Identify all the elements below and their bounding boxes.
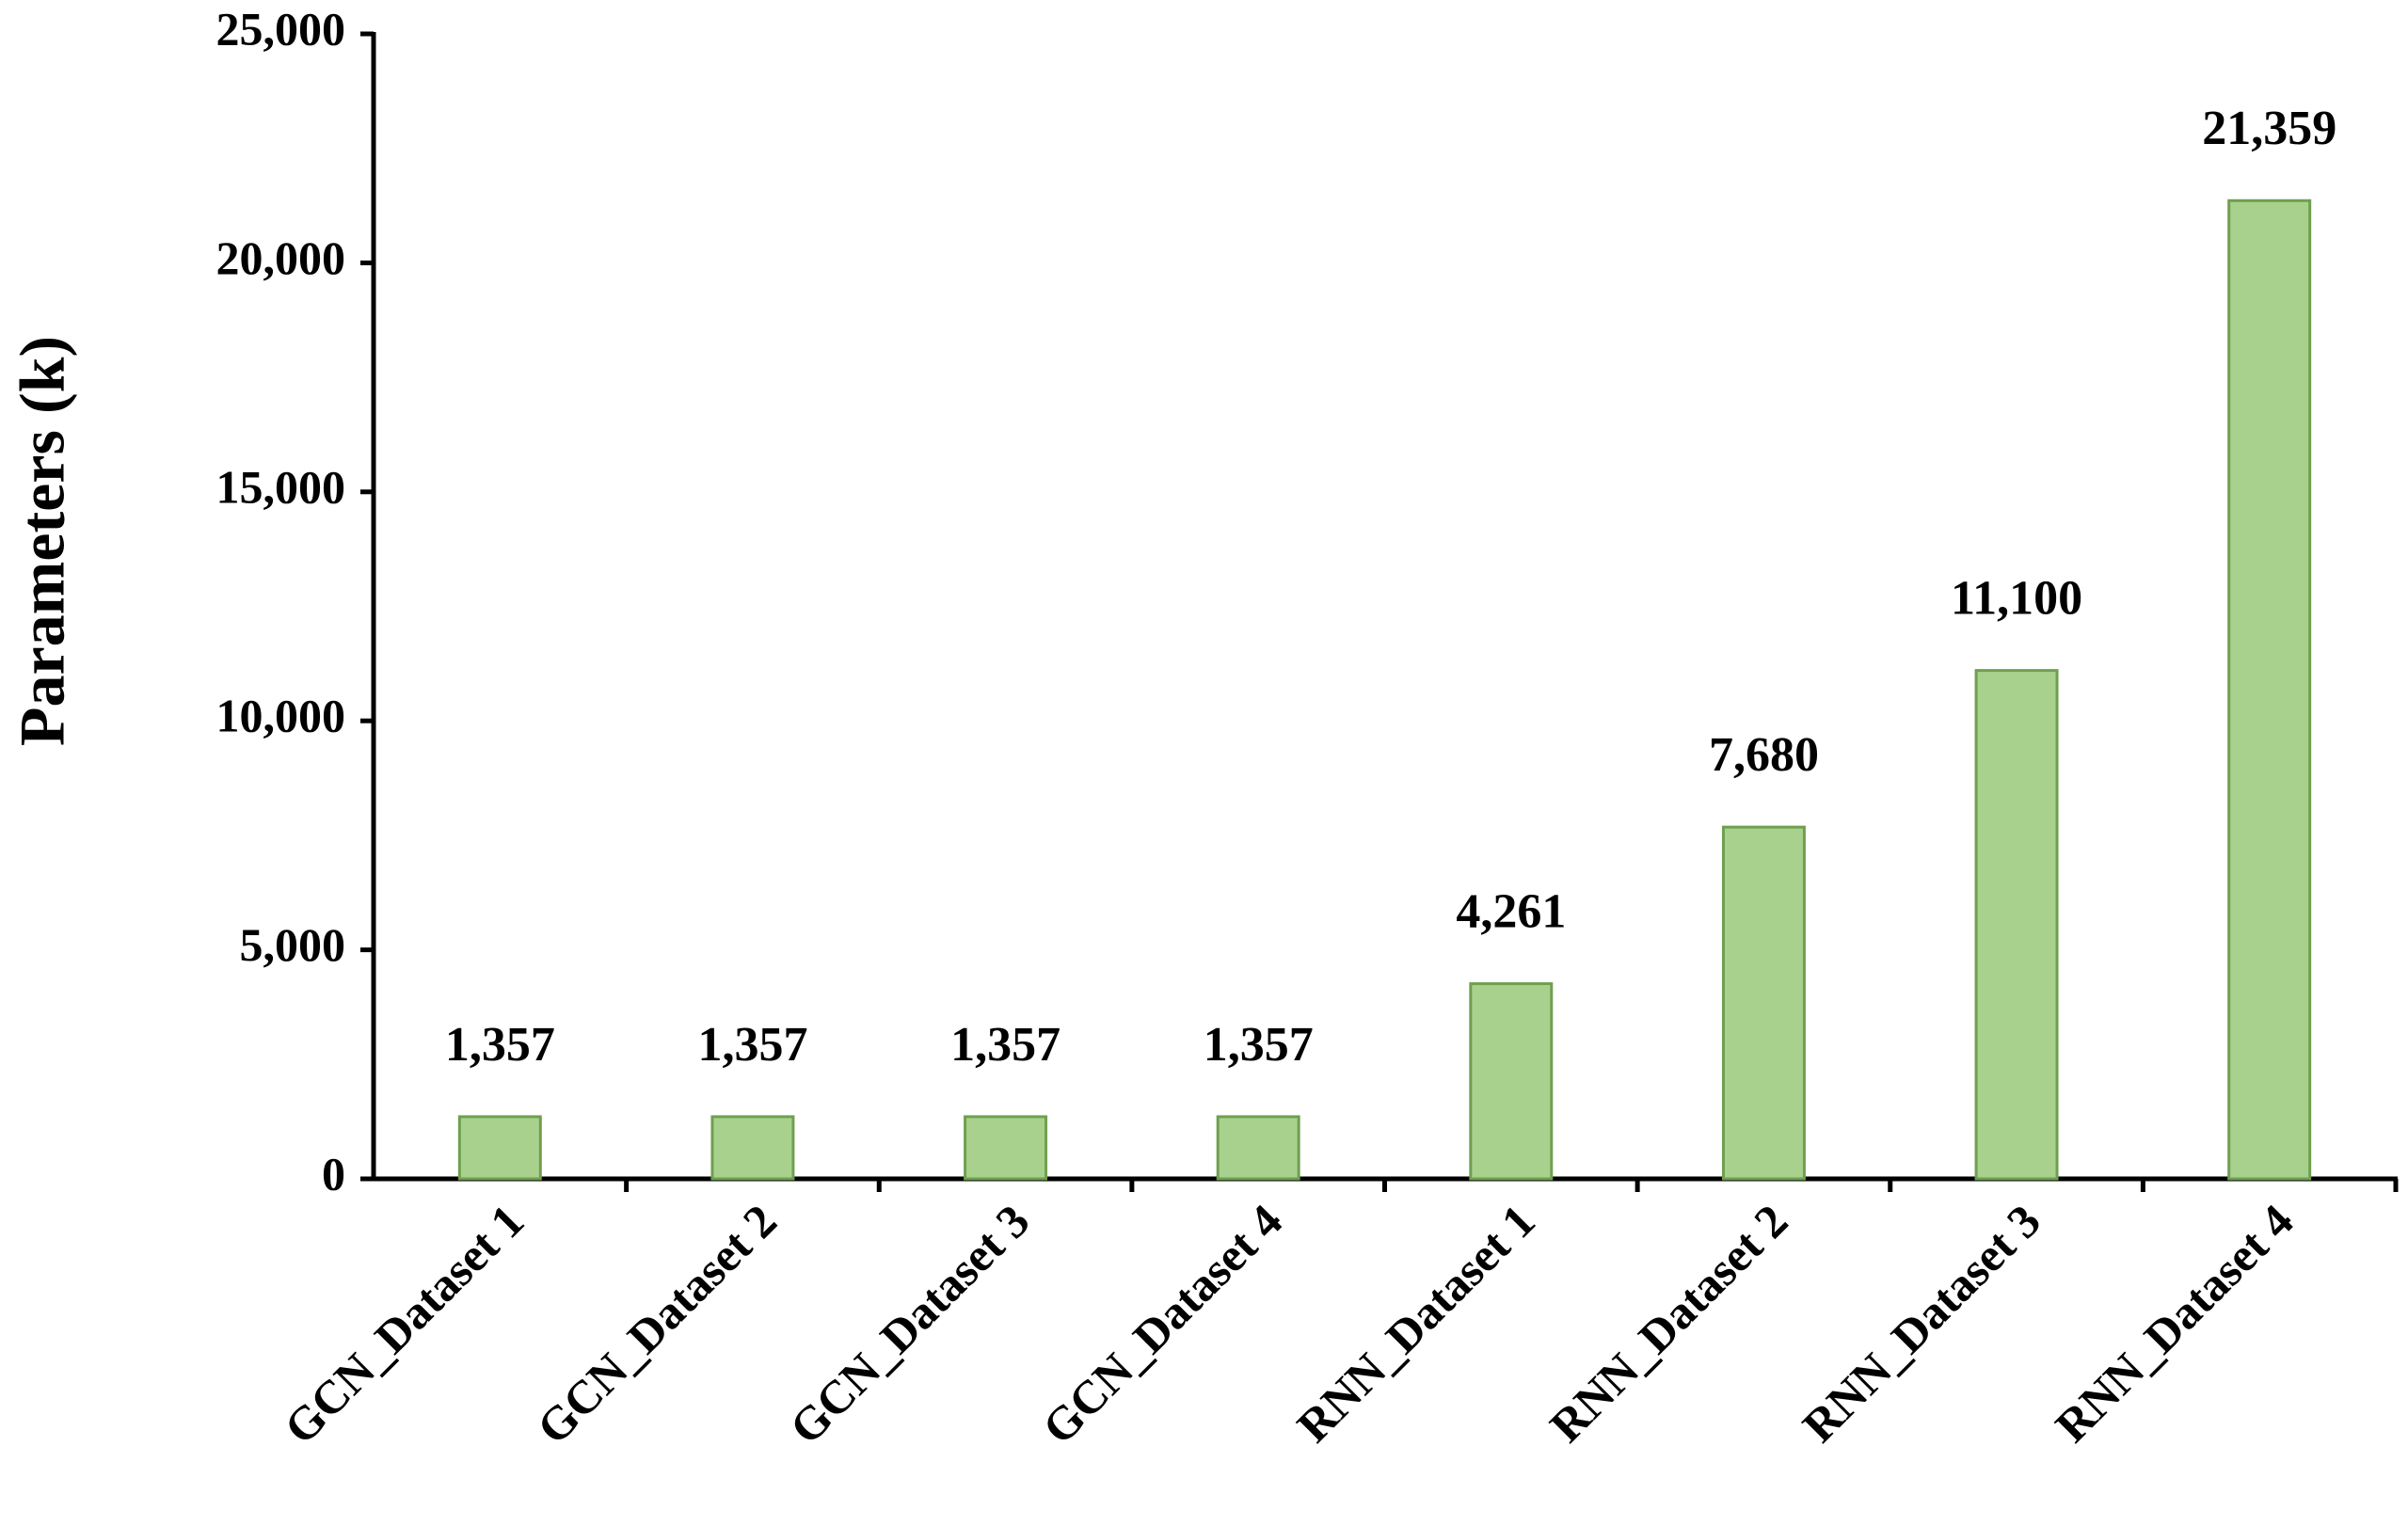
y-axis-label: Parameters (k): [7, 336, 78, 746]
x-tick-label: RNN_Dataset 4: [2045, 1194, 2303, 1452]
bar: [710, 1115, 795, 1181]
y-tick-label: 10,000: [216, 690, 346, 742]
value-label: 11,100: [1951, 572, 2082, 626]
y-tick-label: 25,000: [216, 2, 346, 55]
value-label: 4,261: [1456, 885, 1566, 939]
y-tick-label: 20,000: [216, 231, 346, 284]
bar: [457, 1115, 542, 1181]
bar: [1216, 1115, 1300, 1181]
value-label: 1,357: [445, 1018, 555, 1072]
y-tick-label: 0: [322, 1147, 345, 1200]
y-tick-label: 15,000: [216, 460, 346, 513]
x-tick-label: RNN_Dataset 2: [1539, 1194, 1797, 1452]
bar: [964, 1115, 1048, 1181]
x-tick-label: RNN_Dataset 3: [1793, 1194, 2050, 1452]
value-label: 1,357: [1204, 1018, 1314, 1072]
y-tick-label: 5,000: [240, 918, 346, 971]
value-label: 1,357: [950, 1018, 1060, 1072]
value-label: 1,357: [697, 1018, 807, 1072]
bar: [1974, 669, 2059, 1181]
bar: [2227, 199, 2312, 1181]
x-tick-label: GCN_Dataset 3: [779, 1194, 1039, 1454]
x-tick-label: GCN_Dataset 2: [527, 1194, 787, 1454]
value-label: 21,359: [2202, 102, 2336, 155]
x-tick-label: RNN_Dataset 1: [1286, 1194, 1544, 1452]
bar: [1721, 825, 1806, 1181]
x-tick-label: GCN_Dataset 1: [274, 1194, 534, 1454]
x-tick-label: GCN_Dataset 4: [1032, 1194, 1292, 1454]
bar: [1469, 982, 1554, 1181]
value-label: 7,680: [1709, 728, 1819, 782]
